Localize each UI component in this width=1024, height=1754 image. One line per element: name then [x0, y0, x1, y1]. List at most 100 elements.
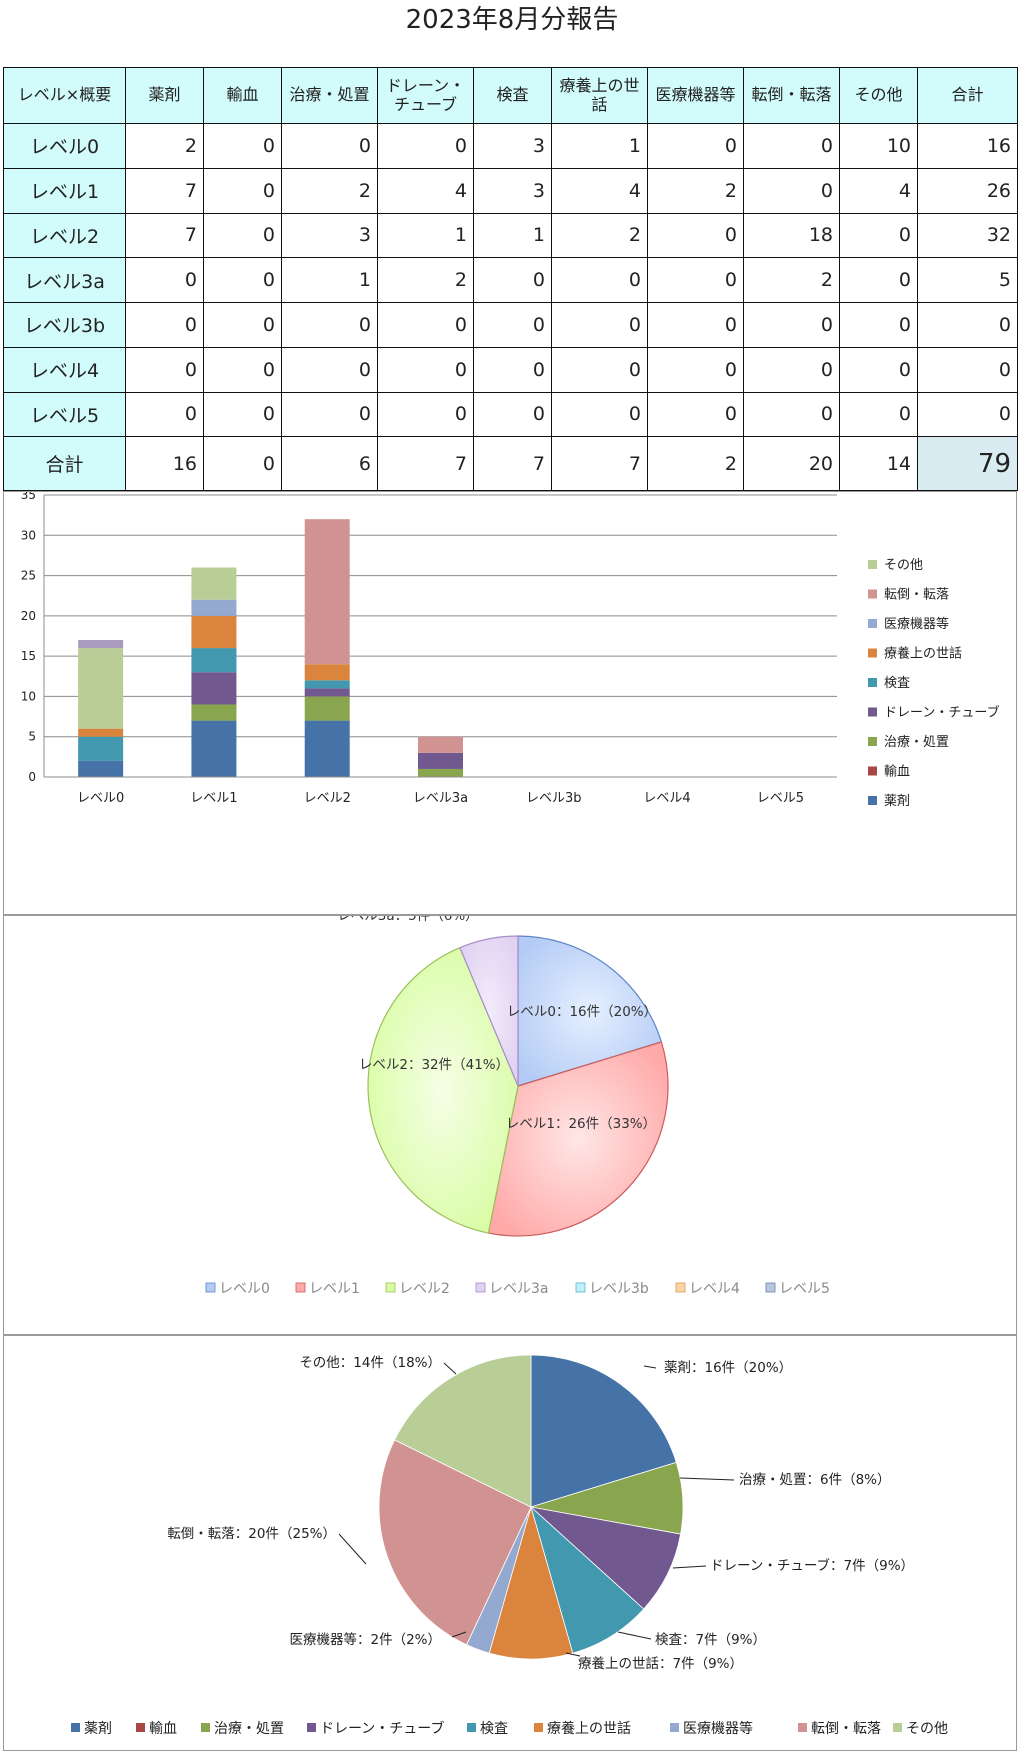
legend-label: 療養上の世話	[547, 1720, 631, 1737]
y-tick-label: 35	[21, 492, 36, 502]
bar-segment	[191, 615, 237, 649]
table-row: レベル1 7 0 2 4 3 4 2 0 4 26	[3, 167, 1018, 214]
table-header-row: レベル×概要 薬剤 輸血 治療・処置 ドレーン・ チューブ 検査 療養上の世 話医療機器等転…	[3, 67, 1018, 124]
table-cell: 0	[377, 346, 474, 393]
table-cell: 0	[839, 346, 918, 393]
column-header: 転倒・転落	[743, 67, 840, 124]
table-cell: 1	[281, 257, 378, 303]
table-cell: 2	[647, 436, 744, 491]
legend-swatch	[893, 1723, 902, 1732]
legend-label: レベル0	[219, 1281, 270, 1297]
bar-segment	[418, 752, 463, 769]
table-cell: 0	[203, 167, 282, 214]
table-cell: 16	[125, 436, 204, 491]
column-header: 医療機器等	[647, 67, 744, 124]
table-cell: 0	[281, 302, 378, 348]
legend-swatch	[798, 1723, 807, 1732]
table-cell: 0	[743, 346, 840, 393]
table-cell: 0	[917, 302, 1018, 348]
table-cell: 2	[551, 212, 648, 259]
table-cell: 0	[203, 346, 282, 393]
leader-line	[679, 1477, 735, 1481]
table-cell: 26	[917, 167, 1018, 214]
legend-label: 薬剤	[84, 1721, 112, 1737]
table-cell: 1	[377, 212, 474, 259]
table-cell: 0	[473, 302, 552, 348]
legend-swatch	[868, 737, 877, 746]
table-cell: 2	[125, 123, 204, 169]
legend-swatch	[385, 1282, 396, 1293]
pie-slice	[529, 1506, 682, 1610]
row-header: レベル2	[3, 212, 126, 259]
legend-label: ドレーン・チューブ	[884, 705, 1000, 721]
pie-slice	[378, 1439, 532, 1646]
legend-label: 転倒・転落	[884, 588, 949, 603]
table-cell: 7	[125, 212, 204, 259]
legend-label: ドレーン・チューブ	[320, 1720, 444, 1737]
row-header: レベル1	[3, 167, 126, 214]
legend-swatch	[868, 589, 877, 599]
column-header: ドレーン・ チューブ	[377, 67, 474, 124]
bar-segment	[78, 760, 124, 777]
bar-segment	[191, 720, 237, 777]
table-cell: 0	[203, 257, 282, 303]
row-header: レベル5	[3, 391, 126, 438]
pie-slice	[488, 1505, 574, 1660]
x-tick-label: レベル5	[757, 791, 804, 806]
legend-label: レベル5	[779, 1281, 830, 1297]
bar-segment	[191, 704, 237, 721]
table-cell: 0	[203, 212, 282, 259]
table-cell: 0	[377, 123, 474, 169]
leader-line	[672, 1565, 707, 1569]
table-cell: 0	[125, 346, 204, 393]
leader-line	[451, 1631, 467, 1638]
pie-slice	[530, 1505, 645, 1654]
column-header: 輸血	[203, 67, 282, 124]
table-cell: 0	[125, 302, 204, 348]
table-cell: 0	[743, 167, 840, 214]
pie-slice	[394, 1354, 532, 1508]
legend-label: レベル2	[399, 1281, 450, 1297]
table-cell: 16	[917, 123, 1018, 169]
legend-swatch	[670, 1723, 679, 1732]
pie-data-label: その他：14件（18%）	[299, 1355, 441, 1371]
table-cell: 0	[839, 391, 918, 438]
legend-swatch	[868, 619, 877, 628]
legend-swatch	[295, 1282, 306, 1293]
bar-segment	[418, 768, 463, 777]
legend-swatch	[201, 1723, 210, 1732]
legend-label: 療養上の世話	[884, 646, 962, 662]
x-tick-label: レベル0	[77, 791, 124, 806]
column-header: 薬剤	[125, 67, 204, 124]
leader-line	[643, 1365, 657, 1369]
column-header: その他	[839, 67, 918, 124]
table-cell: 2	[743, 257, 840, 303]
table-cell: 3	[473, 167, 552, 214]
legend-label: その他	[906, 1721, 948, 1737]
report-table: レベル×概要 薬剤 輸血 治療・処置 ドレーン・ チューブ 検査 療養上の世 話医療機器等転…	[3, 67, 1018, 491]
table-cell: 0	[551, 302, 648, 348]
legend-swatch	[71, 1723, 80, 1732]
level-pie-chart: レベル0：16件（20%） レベル1：26件（33%） レベル2：32件（41%） レ…	[205, 908, 830, 1297]
bar-segment	[304, 680, 350, 689]
table-total-row: 合計 16 0 6 7 7 7 2 20 14 79	[3, 436, 1018, 491]
legend-label: レベル4	[689, 1281, 740, 1297]
legend-swatch	[467, 1723, 476, 1732]
x-tick-label: レベル4	[643, 791, 690, 806]
row-header: レベル3b	[3, 302, 126, 348]
y-tick-label: 10	[21, 689, 36, 703]
legend-swatch	[307, 1723, 316, 1732]
legend-swatch	[475, 1282, 486, 1293]
table-cell: 0	[473, 346, 552, 393]
table-cell: 0	[917, 391, 1018, 438]
pie-slice	[487, 1041, 669, 1237]
table-cell: 0	[647, 302, 744, 348]
table-cell: 1	[551, 123, 648, 169]
bar-segment	[191, 672, 237, 705]
pie-data-label: レベル1：26件（33%）	[506, 1116, 656, 1132]
legend-swatch	[868, 707, 877, 717]
bar-segment	[78, 736, 124, 761]
bar-segment	[304, 688, 350, 697]
table-cell: 0	[551, 257, 648, 303]
legend-swatch	[868, 648, 877, 658]
